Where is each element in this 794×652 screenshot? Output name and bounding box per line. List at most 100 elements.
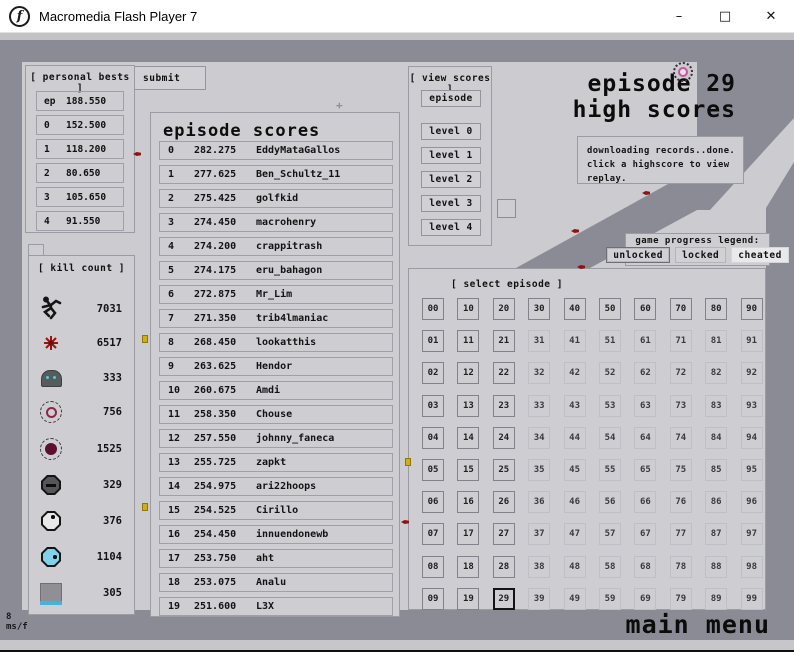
score-player: ari22hoops: [256, 481, 317, 492]
score-rank: 14: [168, 481, 181, 492]
episode-cell-18[interactable]: 18: [457, 555, 480, 578]
pb-label: 3: [44, 191, 50, 203]
episode-cell-21[interactable]: 21: [492, 330, 515, 353]
episode-cell-02[interactable]: 02: [422, 362, 444, 385]
episode-cell-10[interactable]: 10: [457, 298, 480, 320]
view-scores-button-level-2[interactable]: level 2: [421, 171, 481, 188]
episode-cell-17[interactable]: 17: [457, 523, 480, 546]
status-line-2: click a highscore to view replay.: [587, 160, 730, 184]
episode-cell-89: 89: [705, 587, 728, 610]
episode-cell-20[interactable]: 20: [492, 298, 515, 320]
episode-cell-13[interactable]: 13: [457, 394, 480, 417]
episode-cell-64: 64: [634, 426, 657, 449]
episode-cell-19[interactable]: 19: [457, 587, 480, 610]
score-player: innuendonewb: [256, 529, 329, 540]
episode-cell-28[interactable]: 28: [492, 555, 515, 578]
episode-cell-07[interactable]: 07: [422, 523, 444, 546]
episode-cell-90[interactable]: 90: [740, 298, 763, 320]
kill-count-value: 756: [103, 406, 122, 418]
thwump-icon: [40, 583, 62, 605]
episode-cell-05[interactable]: 05: [422, 459, 444, 481]
score-player: eru_bahagon: [256, 265, 323, 276]
highscore-row[interactable]: 19 251.600 L3X: [159, 597, 393, 616]
episode-cell-14[interactable]: 14: [457, 426, 480, 449]
legend-title: game progress legend:: [635, 236, 760, 246]
episode-cell-41: 41: [563, 330, 586, 353]
episode-cell-70[interactable]: 70: [669, 298, 692, 320]
episode-cell-04[interactable]: 04: [422, 426, 444, 449]
score-rank: 6: [168, 289, 175, 300]
highscore-row[interactable]: 0 282.275 EddyMataGallos: [159, 141, 393, 160]
highscore-row[interactable]: 2 275.425 golfkid: [159, 189, 393, 208]
highscore-row[interactable]: 15 254.525 Cirillo: [159, 501, 393, 520]
view-scores-button-level-0[interactable]: level 0: [421, 123, 481, 140]
score-rank: 11: [168, 409, 181, 420]
score-value: 272.875: [194, 289, 237, 300]
highscore-row[interactable]: 8 268.450 lookatthis: [159, 333, 393, 352]
episode-cell-50[interactable]: 50: [599, 298, 621, 320]
episode-cell-24[interactable]: 24: [492, 426, 515, 449]
title-bar[interactable]: f Macromedia Flash Player 7 – □ ✕: [0, 0, 794, 33]
highscores-header-line1: episode 29: [587, 71, 736, 97]
score-player: lookatthis: [256, 337, 317, 348]
episode-cell-29[interactable]: 29: [492, 587, 515, 610]
highscore-row[interactable]: 16 254.450 innuendonewb: [159, 525, 393, 544]
episode-cell-68: 68: [634, 555, 657, 578]
episode-cell-08[interactable]: 08: [422, 555, 444, 578]
personal-best-row: 2 80.650: [36, 163, 124, 183]
submit-button[interactable]: submit: [130, 66, 206, 90]
view-scores-button-level-3[interactable]: level 3: [421, 195, 481, 212]
episode-cell-30[interactable]: 30: [528, 298, 551, 320]
episode-cell-79: 79: [669, 587, 692, 610]
highscore-row[interactable]: 1 277.625 Ben_Schultz_11: [159, 165, 393, 184]
episode-cell-15[interactable]: 15: [457, 459, 480, 481]
episode-cell-06[interactable]: 06: [422, 491, 444, 514]
episode-cell-16[interactable]: 16: [457, 491, 480, 514]
highscore-row[interactable]: 12 257.550 johnny_faneca: [159, 429, 393, 448]
highscore-row[interactable]: 18 253.075 Analu: [159, 573, 393, 592]
kill-count-row: 6517: [29, 326, 134, 360]
episode-cell-27[interactable]: 27: [492, 523, 515, 546]
score-value: 277.625: [194, 169, 237, 180]
kill-count-value: 1525: [96, 443, 122, 455]
highscore-row[interactable]: 11 258.350 Chouse: [159, 405, 393, 424]
score-rank: 9: [168, 361, 175, 372]
view-scores-button-level-1[interactable]: level 1: [421, 147, 481, 164]
episode-cell-22[interactable]: 22: [492, 362, 515, 385]
episode-cell-26[interactable]: 26: [492, 491, 515, 514]
status-box: downloading records..done. click a highs…: [577, 136, 744, 184]
episode-cell-53: 53: [599, 394, 621, 417]
episode-cell-60[interactable]: 60: [634, 298, 657, 320]
episode-cell-46: 46: [563, 491, 586, 514]
episode-cell-00[interactable]: 00: [422, 298, 444, 320]
episode-cell-25[interactable]: 25: [492, 459, 515, 481]
highscore-row[interactable]: 7 271.350 trib4lmaniac: [159, 309, 393, 328]
main-menu-button[interactable]: main menu: [625, 610, 770, 639]
episode-cell-12[interactable]: 12: [457, 362, 480, 385]
view-scores-button-level-4[interactable]: level 4: [421, 219, 481, 236]
episode-cell-80[interactable]: 80: [705, 298, 728, 320]
view-scores-button-episode[interactable]: episode: [421, 90, 481, 107]
highscore-row[interactable]: 10 260.675 Amdi: [159, 381, 393, 400]
highscore-row[interactable]: 17 253.750 aht: [159, 549, 393, 568]
highscore-row[interactable]: 6 272.875 Mr_Lim: [159, 285, 393, 304]
episode-cell-11[interactable]: 11: [457, 330, 480, 353]
drone-icon: [40, 369, 62, 387]
highscore-row[interactable]: 4 274.200 crappitrash: [159, 237, 393, 256]
highscore-row[interactable]: 9 263.625 Hendor: [159, 357, 393, 376]
highscore-row[interactable]: 5 274.175 eru_bahagon: [159, 261, 393, 280]
episode-cell-40[interactable]: 40: [563, 298, 586, 320]
pb-label: ep: [44, 95, 56, 107]
minimize-button[interactable]: –: [675, 8, 683, 24]
episode-cell-09[interactable]: 09: [422, 587, 444, 610]
highscore-row[interactable]: 3 274.450 macrohenry: [159, 213, 393, 232]
episode-cell-03[interactable]: 03: [422, 394, 444, 417]
close-button[interactable]: ✕: [765, 8, 777, 24]
highscore-row[interactable]: 14 254.975 ari22hoops: [159, 477, 393, 496]
episode-cell-85: 85: [705, 459, 728, 481]
highscore-row[interactable]: 13 255.725 zapkt: [159, 453, 393, 472]
episode-cell-23[interactable]: 23: [492, 394, 515, 417]
episode-cell-99: 99: [740, 587, 763, 610]
episode-cell-01[interactable]: 01: [422, 330, 444, 353]
maximize-button[interactable]: □: [718, 8, 732, 24]
